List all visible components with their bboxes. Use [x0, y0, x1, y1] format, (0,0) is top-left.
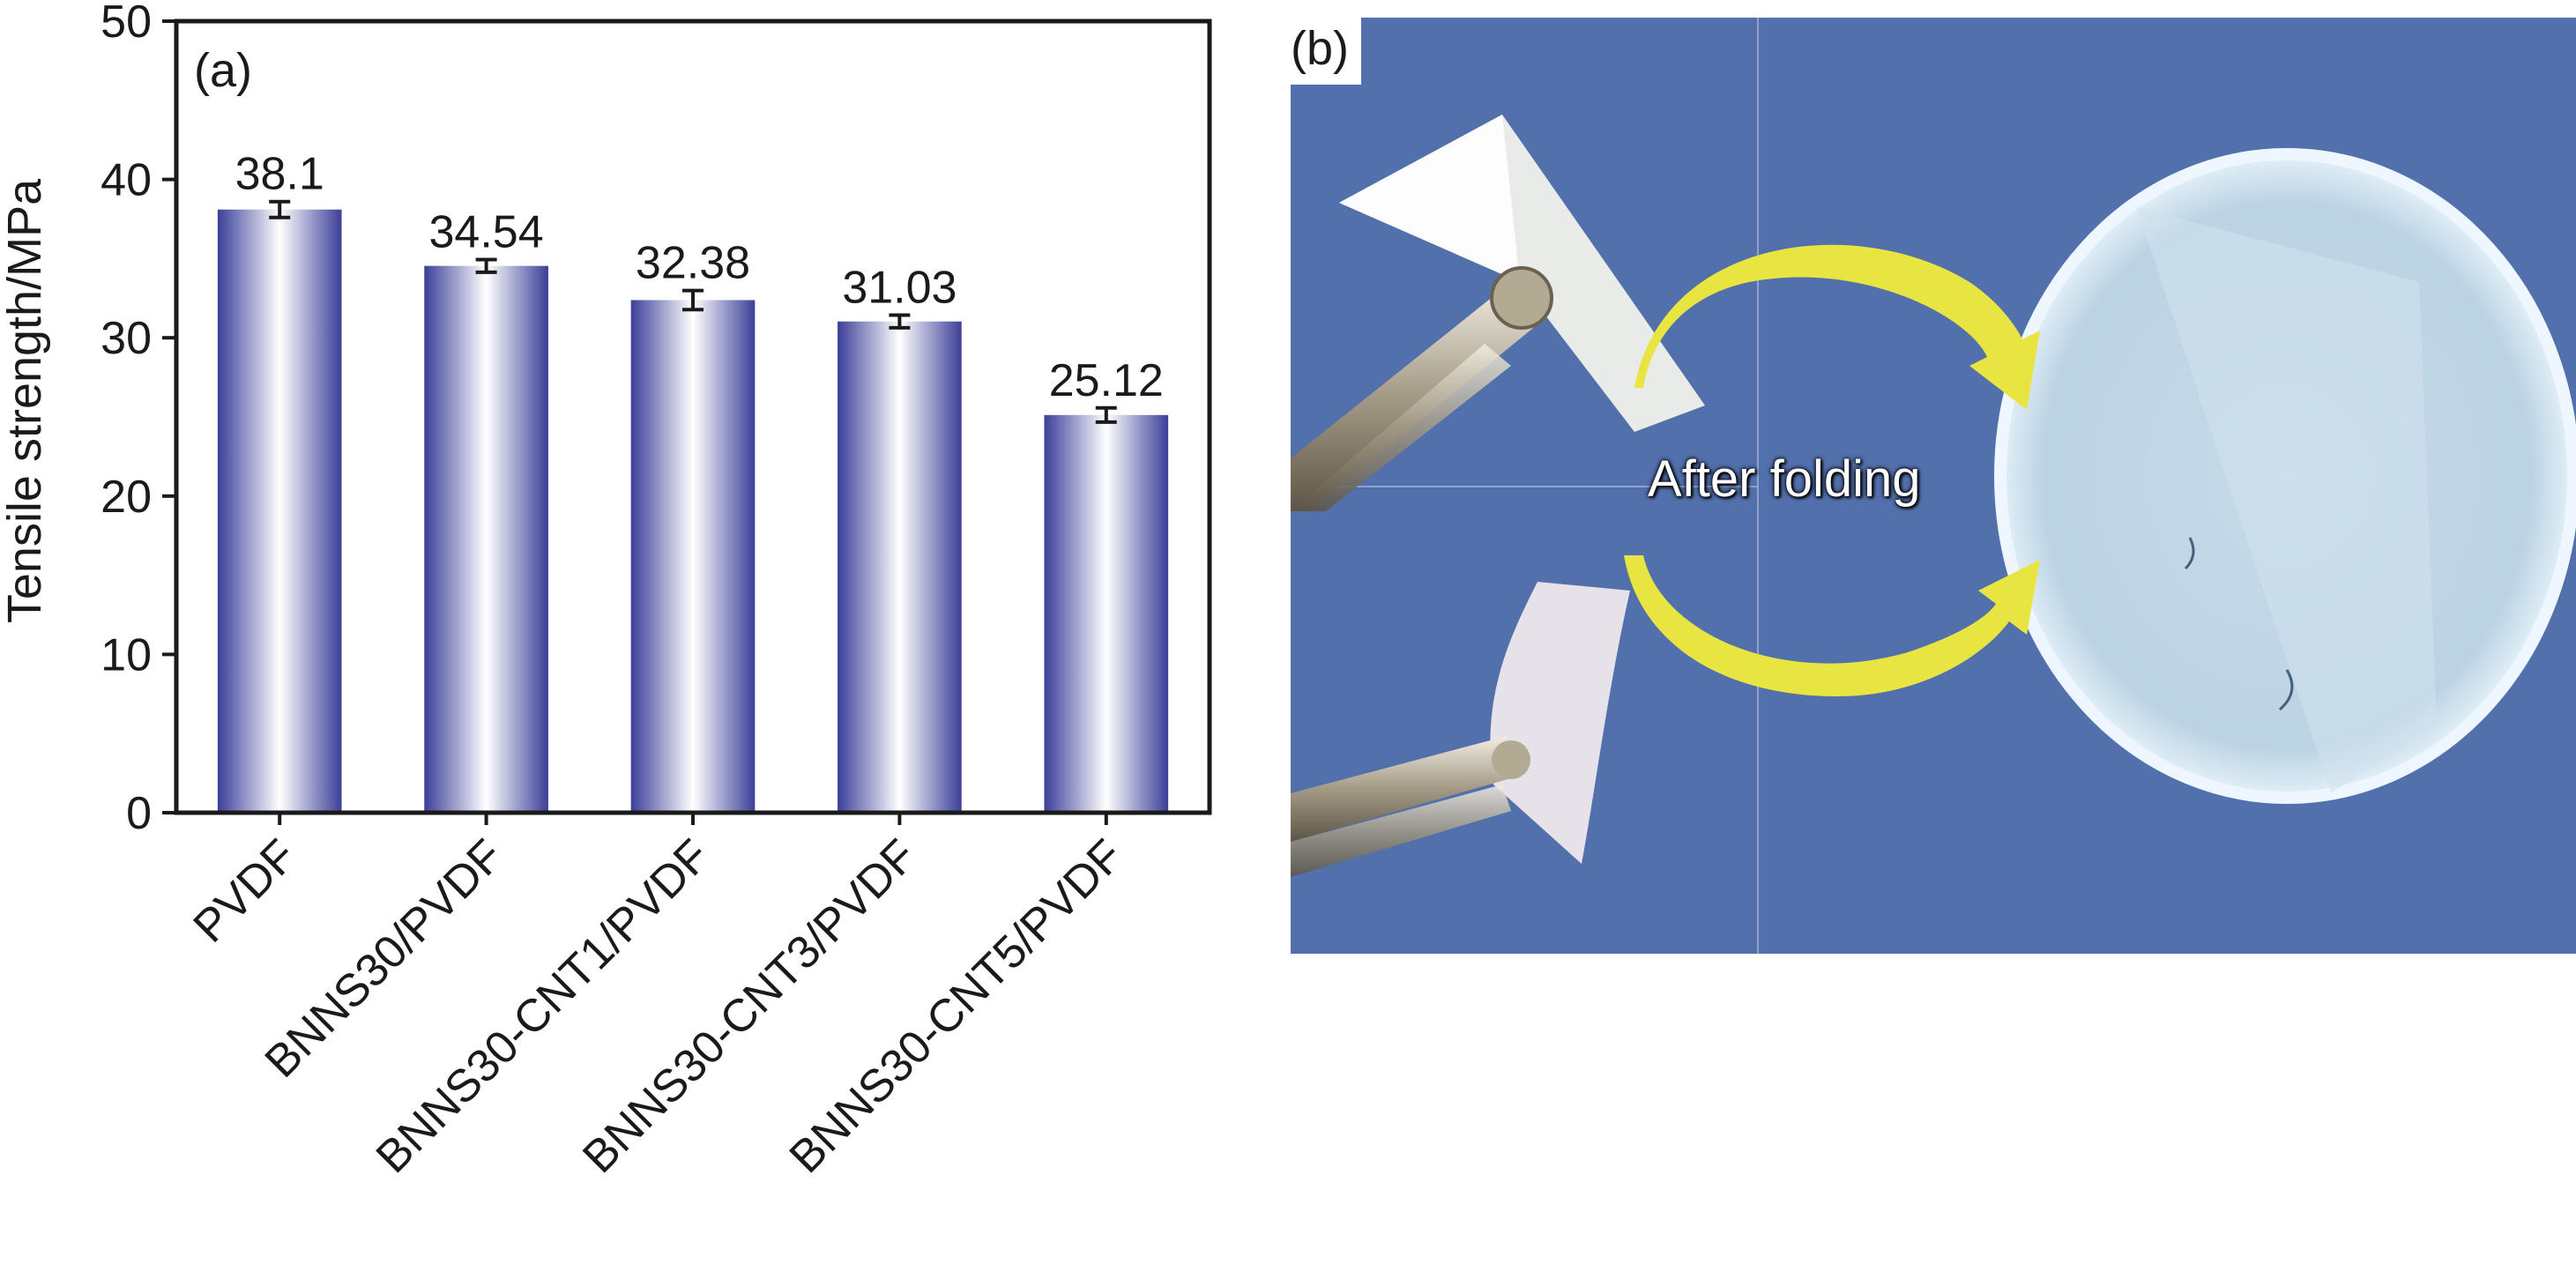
x-tick-label: BNNS30-CNT3/PVDF [573, 829, 927, 1183]
x-tick-label: PVDF [184, 829, 307, 952]
folded-film-bottom-image [1291, 582, 1630, 877]
folding-photo-illustration [1291, 18, 2576, 954]
tensile-strength-chart: (a) Tensile strength/MPa 38.1 PVDF 34.54 BN… [0, 0, 1212, 1183]
fold-arrow-bottom [1624, 555, 2040, 696]
y-tick-label: 20 [101, 472, 152, 523]
value-label: 34.54 [429, 206, 544, 257]
value-label: 25.12 [1049, 355, 1164, 406]
bar [1044, 414, 1169, 813]
value-label: 38.1 [235, 149, 324, 200]
bar [630, 300, 756, 813]
folding-photo-panel: (b) After folding [1291, 18, 2576, 954]
y-tick-label: 30 [101, 313, 152, 364]
plot-frame [174, 19, 1212, 815]
x-tick-label: BNNS30-CNT5/PVDF [780, 829, 1134, 1183]
folded-film-top-image [1291, 115, 1705, 511]
bar [838, 321, 962, 814]
panel-a-label: (a) [194, 44, 252, 97]
bar [424, 265, 548, 813]
fold-arrow-top [1634, 244, 2040, 410]
y-tick-label: 40 [101, 155, 152, 206]
y-tick-label: 50 [101, 0, 152, 48]
panel-b-label: (b) [1291, 18, 1361, 85]
unfolded-film-disc-image [1994, 148, 2576, 804]
y-tick-label: 10 [101, 629, 152, 680]
y-tick-label: 0 [126, 788, 152, 839]
y-axis-label: Tensile strength/MPa [0, 178, 51, 623]
bar [217, 209, 342, 813]
value-label: 31.03 [842, 263, 957, 314]
value-label: 32.38 [636, 238, 750, 289]
after-folding-caption: After folding [1648, 450, 1921, 508]
chart-plot-area: 38.1PVDF34.54BNNS30/PVDF32.38BNNS30-CNT1… [101, 0, 1212, 1183]
x-tick-label: BNNS30-CNT1/PVDF [367, 829, 720, 1183]
